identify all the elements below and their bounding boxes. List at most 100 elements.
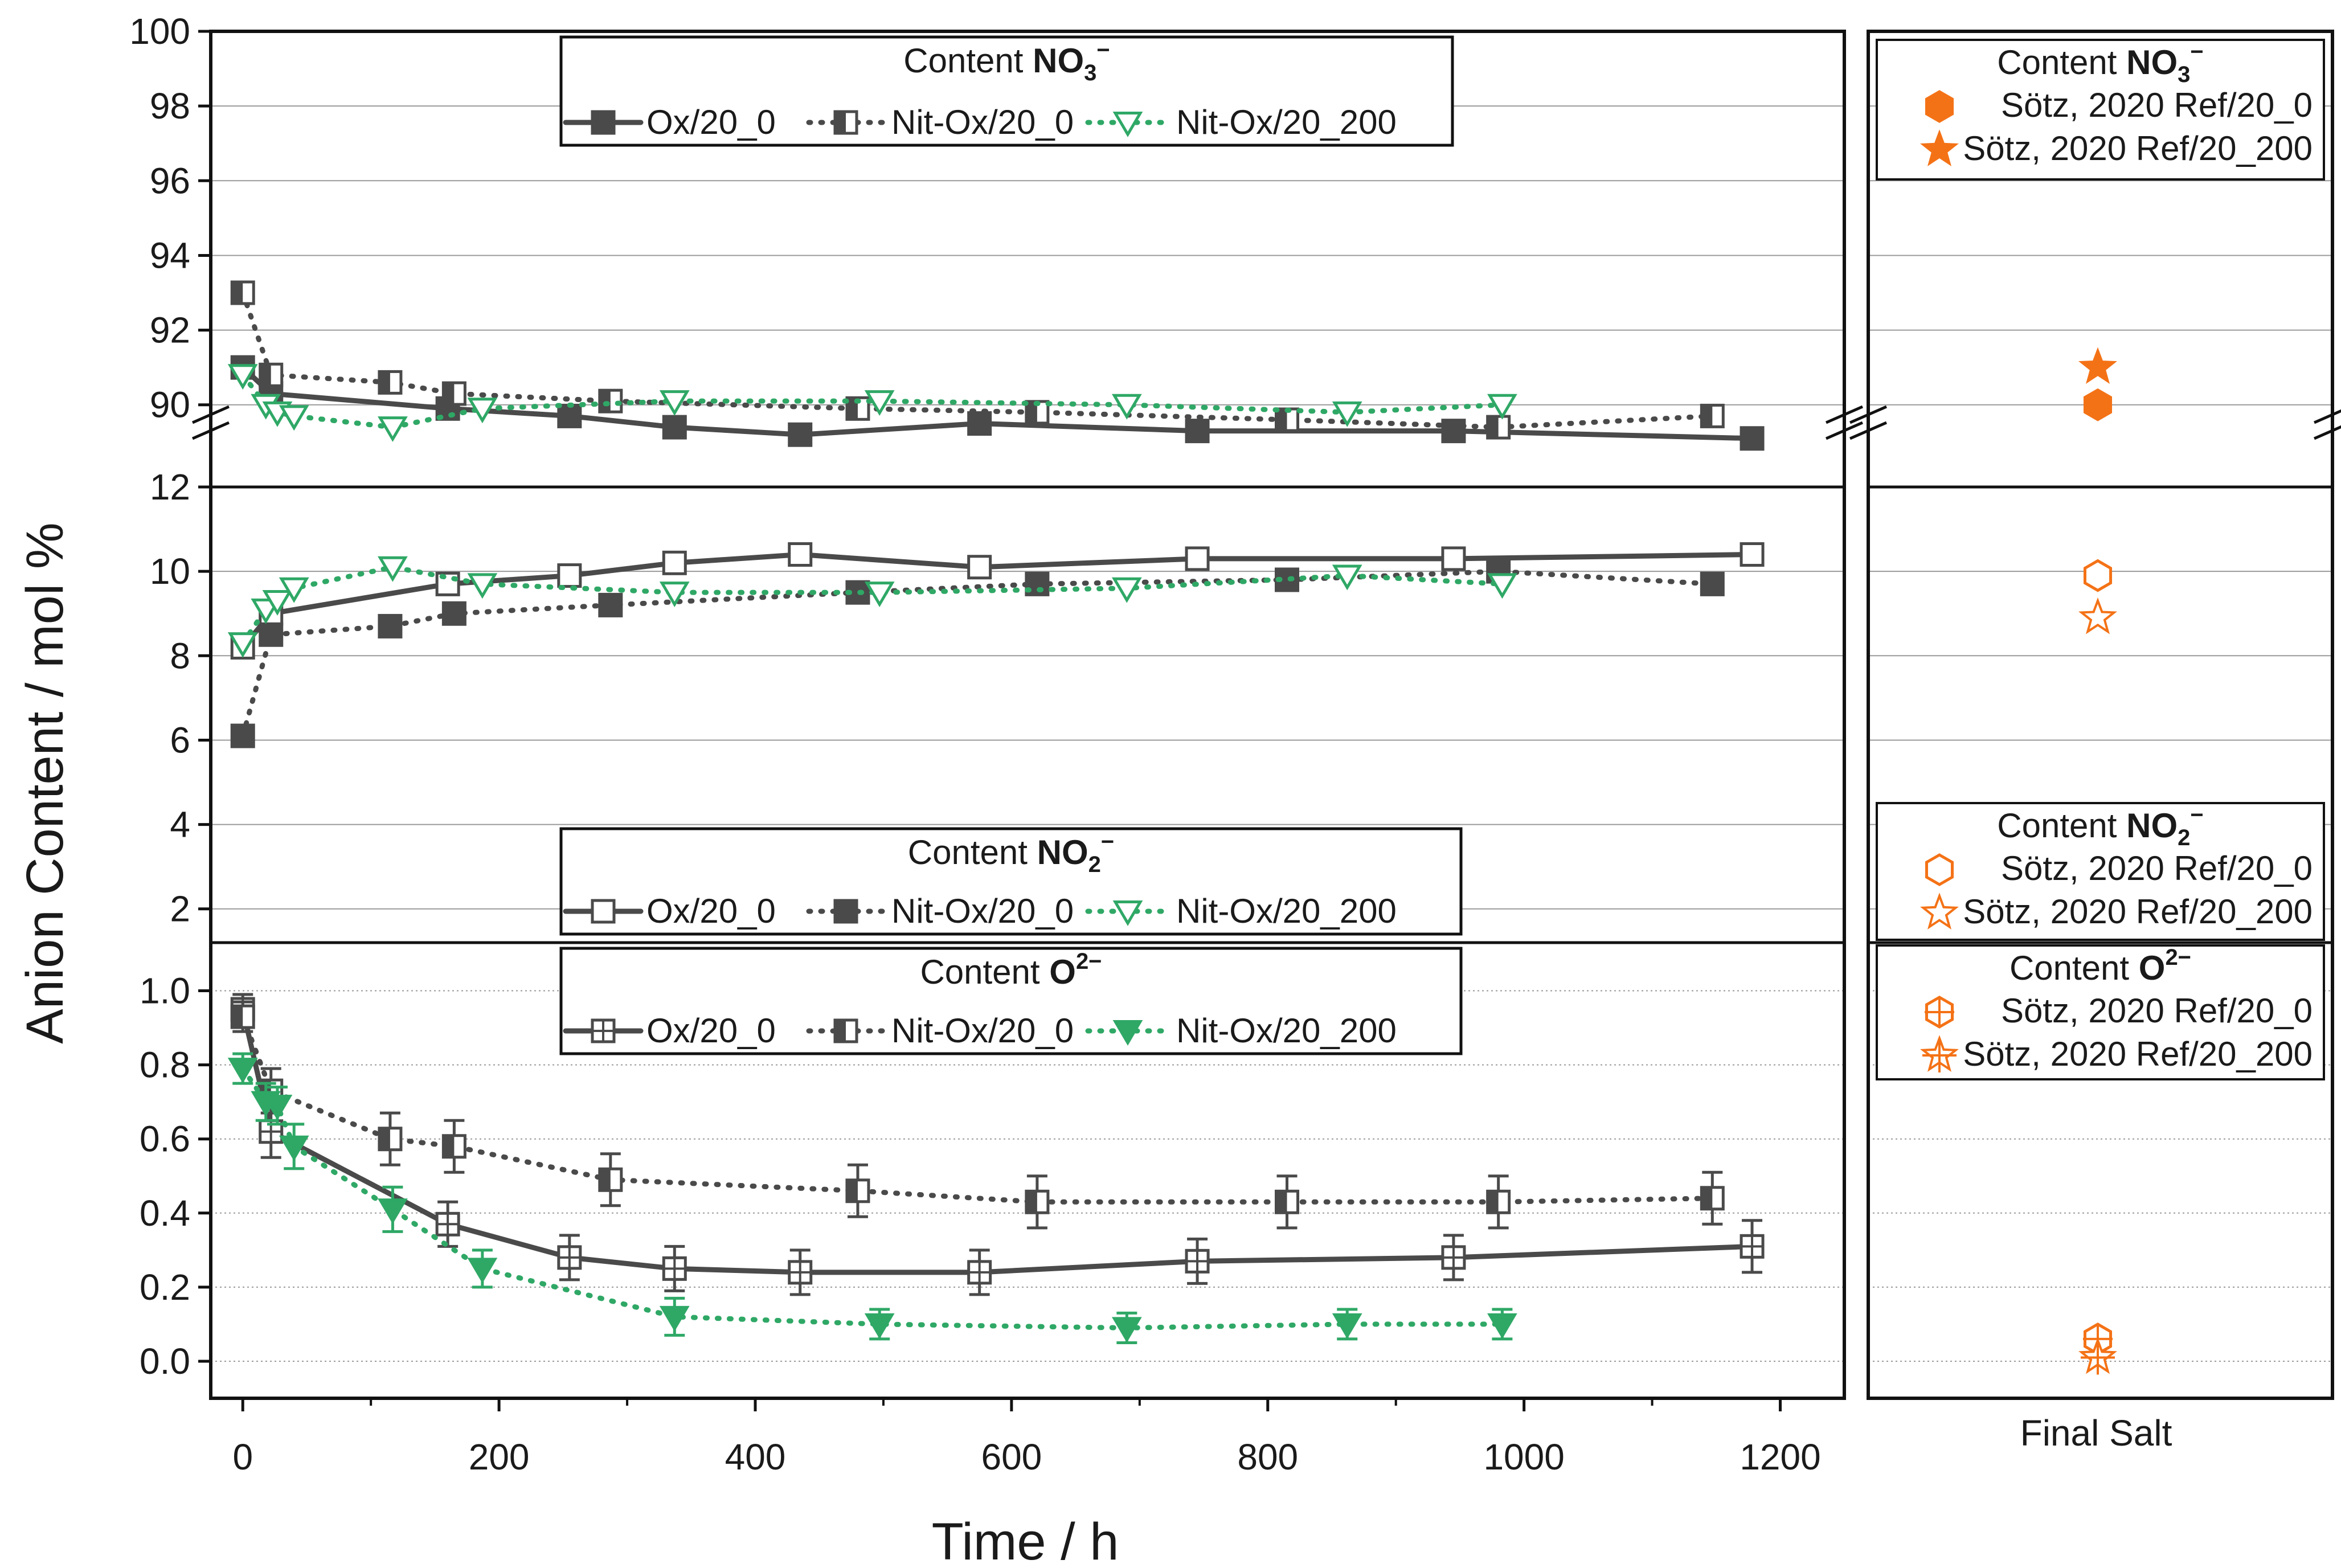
data-point xyxy=(1185,419,1210,444)
data-point xyxy=(279,1135,309,1161)
legend-o2: Content O2− Ox/20_0 Nit-Ox/20_0 Nit-Ox/20_2… xyxy=(559,947,1463,1055)
data-point xyxy=(1111,577,1142,603)
data-point xyxy=(788,542,813,567)
y-tick-label: 98 xyxy=(150,85,190,126)
main-plot-frame xyxy=(209,30,1846,1400)
reference-point-bottom xyxy=(2078,1337,2117,1375)
axis-break-mark xyxy=(1849,421,1888,440)
reference-point-middle xyxy=(2078,597,2117,634)
data-point xyxy=(833,110,858,135)
data-point xyxy=(1700,1186,1725,1211)
series-nit-ox-20-0-panel-middle xyxy=(230,559,1725,748)
data-point xyxy=(1740,426,1765,451)
data-point xyxy=(435,571,460,596)
data-point xyxy=(259,622,284,647)
data-point xyxy=(833,1018,858,1043)
data-point xyxy=(262,590,293,616)
y-tick-label: 92 xyxy=(150,310,190,351)
data-point xyxy=(230,280,255,305)
data-point xyxy=(1112,112,1143,137)
x-tick-label: 0 xyxy=(232,1436,253,1477)
legend-no2: Content NO2− Ox/20_0 Nit-Ox/20_0 Nit-Ox/20_… xyxy=(559,827,1463,936)
data-point xyxy=(467,398,498,424)
legend-title: Content O2− xyxy=(2010,945,2191,987)
data-point xyxy=(1487,573,1517,599)
data-point xyxy=(557,403,582,428)
y-tick-label: 4 xyxy=(170,804,190,845)
data-point xyxy=(1332,1313,1362,1339)
data-point xyxy=(788,1260,813,1285)
legend-title: Content NO2− xyxy=(1997,803,2203,850)
y-tick-label: 10 xyxy=(150,551,190,592)
axis-break-mark xyxy=(191,421,230,440)
data-point xyxy=(1441,546,1466,571)
data-point xyxy=(662,415,687,440)
data-point xyxy=(598,592,623,617)
final-salt-plot-frame xyxy=(1867,30,2334,1400)
data-point xyxy=(659,1305,690,1332)
axes-frames xyxy=(191,30,2341,1400)
data-point xyxy=(378,370,403,395)
data-point xyxy=(378,556,408,582)
legend-label: Ox/20_0 xyxy=(646,103,776,141)
data-point xyxy=(1487,1313,1517,1339)
data-point xyxy=(435,1211,460,1237)
x-axis-title: Time / h xyxy=(932,1513,1119,1568)
legend-label: Nit-Ox/20_0 xyxy=(891,892,1074,930)
series-line xyxy=(240,1006,1755,1275)
data-point xyxy=(230,723,255,748)
data-point xyxy=(1700,571,1725,596)
series-line xyxy=(240,1014,1715,1205)
y-tick-label: 90 xyxy=(150,384,190,425)
data-point xyxy=(1700,403,1725,428)
axis-break-mark xyxy=(2313,425,2341,440)
data-point xyxy=(662,1256,687,1281)
y-tick-label: 12 xyxy=(150,466,190,507)
data-point xyxy=(1332,564,1362,591)
legend-ref_o2: Content O2− Sötz, 2020 Ref/20_0 Sötz, 2020… xyxy=(1876,944,2325,1080)
data-point xyxy=(1112,1020,1143,1046)
data-point xyxy=(1487,394,1517,420)
data-point xyxy=(279,405,309,431)
data-point xyxy=(1486,1189,1511,1214)
axis-break-mark xyxy=(1825,405,1864,424)
data-point xyxy=(378,1127,403,1152)
series-line xyxy=(240,564,1505,646)
legend-ref_no2: Content NO2−Sötz, 2020 Ref/20_0 Sötz, 202… xyxy=(1876,802,2325,941)
data-point xyxy=(557,563,582,588)
y-tick-label: 94 xyxy=(150,235,190,276)
x-tick-label: 400 xyxy=(725,1436,786,1477)
data-point xyxy=(598,1167,623,1192)
data-point xyxy=(378,613,403,638)
data-point xyxy=(1332,401,1362,427)
data-point xyxy=(1111,1317,1142,1343)
data-point xyxy=(1185,1248,1210,1274)
data-point xyxy=(441,381,466,406)
x-tick-label: 1200 xyxy=(1740,1436,1820,1477)
legend-label: Sötz, 2020 Ref/20_0 xyxy=(2001,849,2313,887)
data-point xyxy=(279,577,309,603)
data-point xyxy=(1111,394,1142,420)
legend-marker xyxy=(1920,129,1959,166)
plot-series xyxy=(227,280,2117,1375)
data-point xyxy=(259,362,284,387)
legend-marker xyxy=(1920,893,1959,930)
series-line xyxy=(240,290,1715,430)
data-point xyxy=(864,1313,895,1339)
data-point xyxy=(1025,1189,1050,1214)
data-point xyxy=(864,390,895,416)
data-point xyxy=(1185,546,1210,571)
legend-label: Ox/20_0 xyxy=(646,1012,776,1050)
legend-label: Nit-Ox/20_0 xyxy=(891,1012,1074,1050)
series-line xyxy=(240,365,1755,441)
legend-marker xyxy=(1925,90,1954,123)
legend-label: Sötz, 2020 Ref/20_0 xyxy=(2001,86,2313,124)
axis-break-mark xyxy=(1825,421,1864,440)
axis-break-mark xyxy=(2313,409,2341,424)
data-point xyxy=(227,632,258,658)
axis-break-mark xyxy=(1849,405,1888,424)
legend-title: Content NO3− xyxy=(903,38,1110,85)
data-point xyxy=(441,1134,466,1159)
y-tick-label: 0.6 xyxy=(140,1119,190,1160)
series-ox-20-0-panel-middle xyxy=(230,542,1765,660)
